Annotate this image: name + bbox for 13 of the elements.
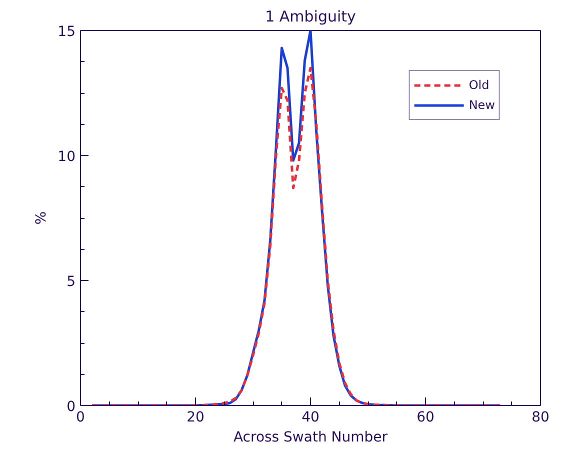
x-tick-label: 80 xyxy=(532,410,550,426)
x-tick-label: 40 xyxy=(302,410,320,426)
x-tick-label: 60 xyxy=(416,410,434,426)
y-tick-label: 5 xyxy=(66,274,76,290)
y-tick-label: 10 xyxy=(58,149,76,165)
y-tick-label: 15 xyxy=(58,24,76,40)
chart-title: 1 Ambiguity xyxy=(265,8,356,26)
y-tick-label: 0 xyxy=(66,399,76,415)
legend-label: Old xyxy=(468,78,490,92)
x-tick-label: 20 xyxy=(186,410,204,426)
legend-label: New xyxy=(468,98,495,112)
y-axis-title: % xyxy=(34,211,50,225)
x-axis-title: Across Swath Number xyxy=(233,430,388,446)
